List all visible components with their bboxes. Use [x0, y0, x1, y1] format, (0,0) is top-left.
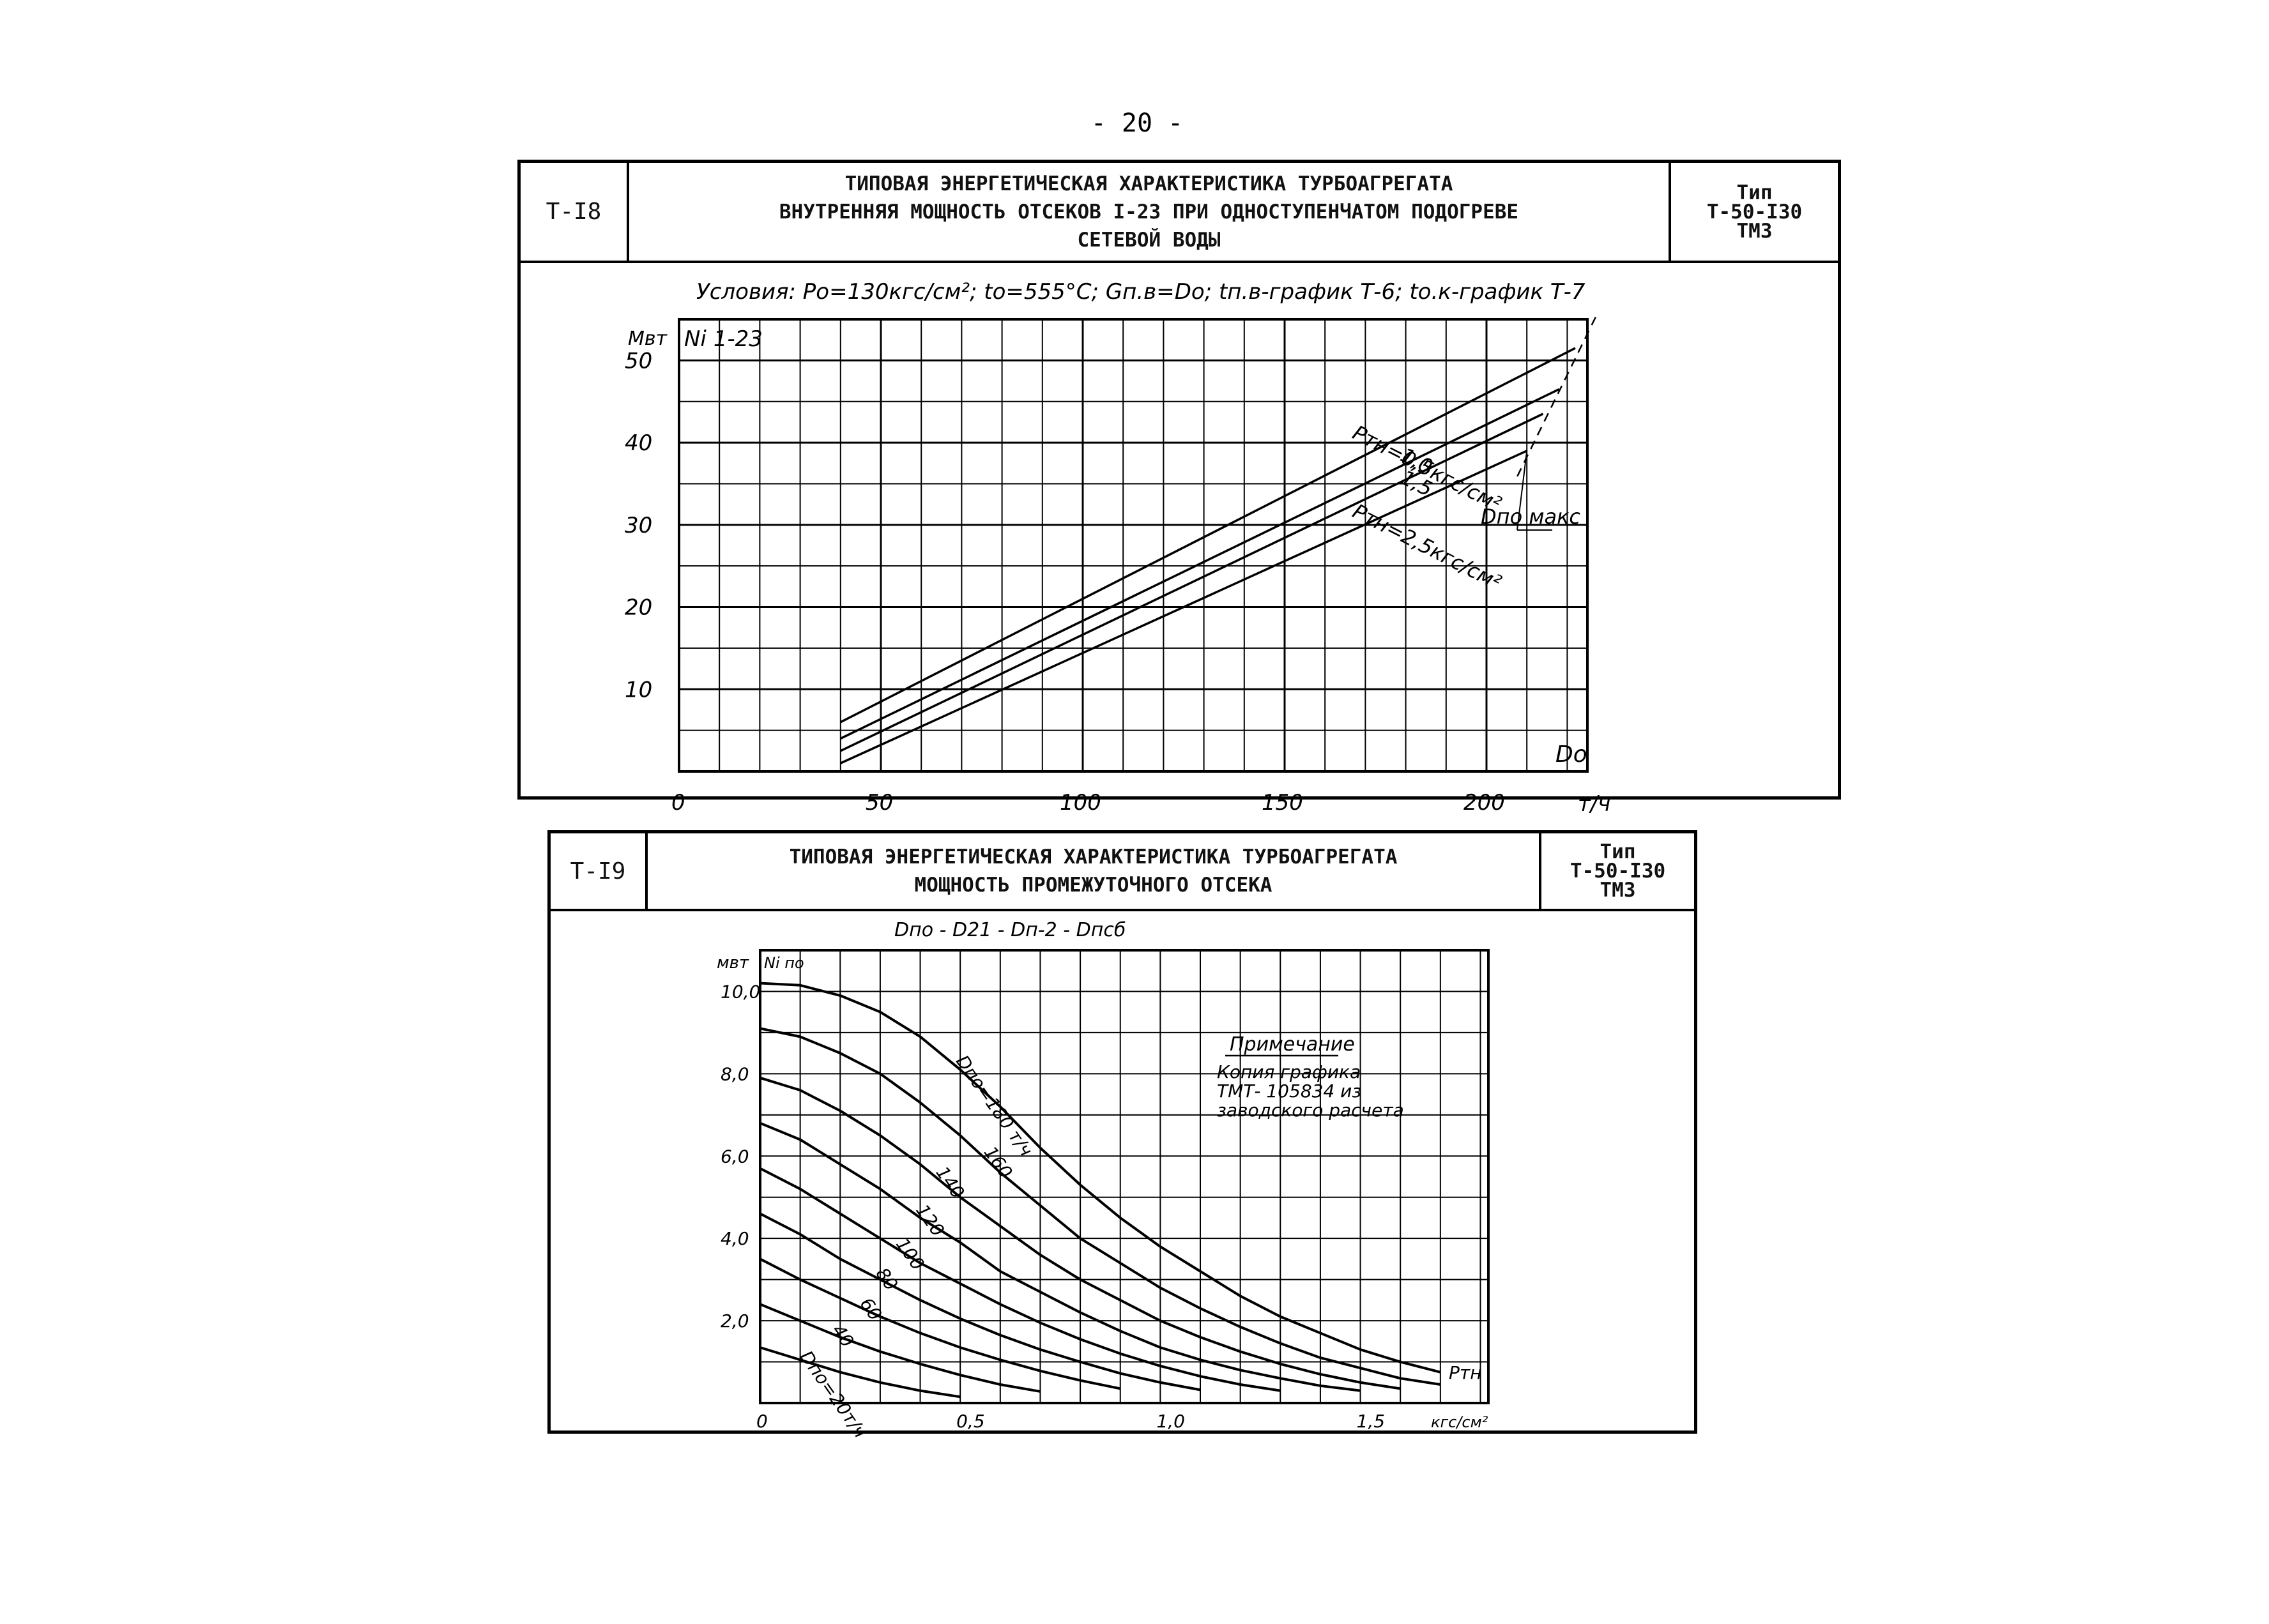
series-label: 140 [932, 1162, 969, 1203]
y-tick-label: 10 [625, 677, 652, 702]
y-tick-label: 40 [625, 430, 652, 456]
x-unit-label: кгс/см² [1431, 1413, 1488, 1431]
x-unit-label: т/ч [1578, 791, 1610, 817]
type-label: Тип [1600, 840, 1636, 863]
x-tick-label: 0,5 [956, 1411, 985, 1432]
y-unit-label: Мвт [628, 328, 668, 350]
max-flow-boundary [1516, 312, 1599, 477]
x-tick-label: 1,5 [1357, 1411, 1386, 1432]
y-tick-label: 2,0 [721, 1310, 749, 1332]
plot-frame [759, 949, 1490, 1404]
series-curve-4 [760, 1121, 1361, 1392]
x-axis-label: Pтн [1449, 1362, 1482, 1383]
title-line: ТИПОВАЯ ЭНЕРГЕТИЧЕСКАЯ ХАРАКТЕРИСТИКА ТУ… [789, 846, 1398, 869]
title-line: СЕТЕВОЙ ВОДЫ [1077, 228, 1221, 252]
y-tick-label: 6,0 [721, 1146, 749, 1167]
page-number: - 20 - [1090, 109, 1184, 138]
note-line: ТМТ- 105834 из [1217, 1081, 1361, 1102]
sheet-code: Т-I8 [521, 163, 629, 261]
sheet-header: Т-I8 ТИПОВАЯ ЭНЕРГЕТИЧЕСКАЯ ХАРАКТЕРИСТИ… [521, 163, 1838, 263]
y-tick-label: 20 [625, 595, 652, 621]
series-curve-7 [760, 1257, 1121, 1390]
y-tick-label: 4,0 [721, 1228, 749, 1249]
series-curve-5 [760, 1167, 1281, 1392]
x-tick-label: 100 [1060, 790, 1101, 816]
type-label: Тип [1736, 181, 1773, 204]
x-tick-label: 1,0 [1156, 1411, 1185, 1432]
series-label: 120 [912, 1201, 949, 1241]
x-tick-label: 0 [756, 1411, 768, 1432]
conditions-note: Условия: Pо=130кгс/см²; tо=555°С; Gп.в=D… [696, 279, 1585, 305]
series-label: 160 [980, 1142, 1017, 1183]
max-flow-annotation: Dпо макс [1481, 505, 1580, 529]
type-maker: ТМЗ [1600, 879, 1636, 902]
sheet-t19: Т-I9 ТИПОВАЯ ЭНЕРГЕТИЧЕСКАЯ ХАРАКТЕРИСТИ… [547, 830, 1697, 1434]
plot-frame [678, 318, 1589, 773]
series-label: 60 [856, 1294, 886, 1324]
y-tick-label: 50 [625, 348, 652, 374]
y-tick-label: 30 [625, 513, 652, 538]
series-curve-2 [760, 1027, 1441, 1386]
y-unit-label: мвт [717, 953, 749, 973]
sheet-title: ТИПОВАЯ ЭНЕРГЕТИЧЕСКАЯ ХАРАКТЕРИСТИКА ТУ… [629, 163, 1669, 261]
sheet-t18: Т-I8 ТИПОВАЯ ЭНЕРГЕТИЧЕСКАЯ ХАРАКТЕРИСТИ… [517, 160, 1841, 800]
title-line: МОЩНОСТЬ ПРОМЕЖУТОЧНОГО ОТСЕКА [914, 874, 1272, 897]
note-line: заводского расчета [1217, 1100, 1404, 1121]
series-line-1 [840, 347, 1576, 724]
series-curve-6 [760, 1212, 1201, 1392]
series-label: 100 [892, 1234, 929, 1274]
series-line-2 [840, 388, 1560, 740]
series-label: Dпо=20т/ч [796, 1347, 871, 1442]
type-maker: ТМЗ [1736, 219, 1773, 243]
x-tick-label: 0 [671, 790, 685, 816]
series-curve-3 [760, 1076, 1401, 1390]
max-flow-leader [1516, 450, 1528, 531]
sheet-code: Т-I9 [551, 833, 648, 909]
series-line-4 [840, 450, 1527, 764]
series-curve-1 [760, 982, 1441, 1374]
series-line-3 [840, 413, 1544, 752]
y-axis-label: Ni по [764, 954, 804, 972]
y-tick-label: 8,0 [721, 1063, 749, 1084]
turbine-type: Тип Т-50-I30 ТМЗ [1539, 833, 1694, 909]
note-line: Копия графика [1217, 1061, 1361, 1082]
x-tick-label: 150 [1262, 790, 1303, 816]
series-label: 40 [828, 1321, 858, 1351]
sheet-header: Т-I9 ТИПОВАЯ ЭНЕРГЕТИЧЕСКАЯ ХАРАКТЕРИСТИ… [551, 833, 1694, 911]
type-model: Т-50-I30 [1570, 860, 1666, 883]
type-model: Т-50-I30 [1706, 200, 1803, 224]
title-line: ТИПОВАЯ ЭНЕРГЕТИЧЕСКАЯ ХАРАКТЕРИСТИКА ТУ… [844, 172, 1453, 195]
flow-balance-note: Dпо - D21 - Dп-2 - Dпсб [894, 919, 1126, 941]
y-axis-label: Ni 1-23 [684, 326, 763, 352]
series-curve-9 [760, 1346, 961, 1399]
y-tick-label: 10,0 [721, 981, 760, 1002]
x-axis-label: Dо [1555, 741, 1587, 768]
turbine-type: Тип Т-50-I30 ТМЗ [1669, 163, 1838, 261]
x-tick-label: 50 [866, 790, 893, 816]
x-tick-label: 200 [1463, 790, 1505, 816]
note-title: Примечание [1230, 1033, 1355, 1056]
sheet-title: ТИПОВАЯ ЭНЕРГЕТИЧЕСКАЯ ХАРАКТЕРИСТИКА ТУ… [648, 833, 1539, 909]
series-curve-8 [760, 1303, 1041, 1393]
title-line: ВНУТРЕННЯЯ МОЩНОСТЬ ОТСЕКОВ I-23 ПРИ ОДН… [779, 200, 1519, 224]
